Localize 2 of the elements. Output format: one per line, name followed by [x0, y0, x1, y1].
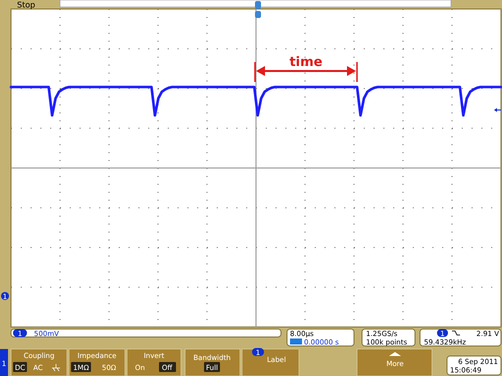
- text: Stop: [17, 0, 36, 10]
- text: time: [289, 55, 323, 70]
